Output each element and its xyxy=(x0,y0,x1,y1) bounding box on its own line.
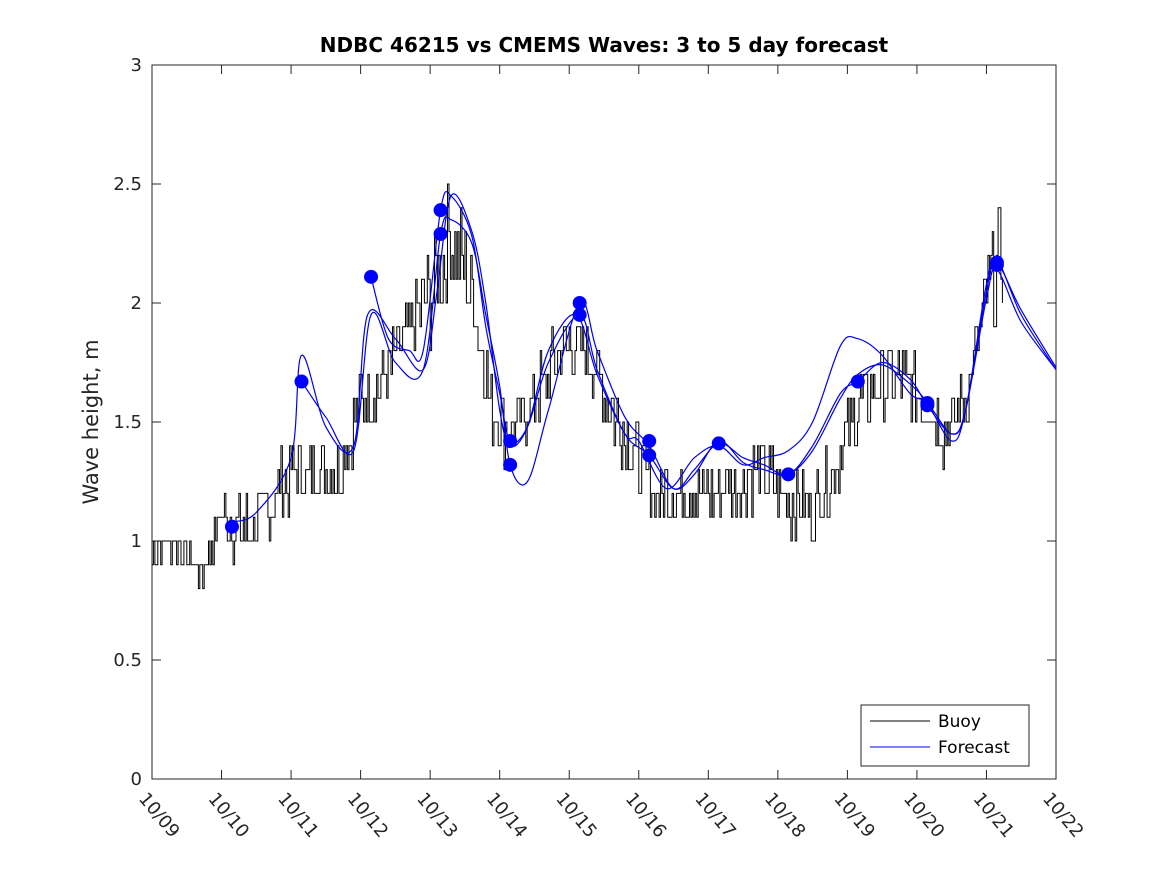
forecast-marker xyxy=(572,307,587,322)
forecast-marker xyxy=(850,374,865,389)
legend: Buoy Forecast xyxy=(860,704,1030,767)
forecast-marker xyxy=(294,374,309,389)
forecast-marker xyxy=(364,269,379,284)
y-axis-label: Wave height, m xyxy=(79,339,103,504)
y-tick-label: 3 xyxy=(131,55,142,76)
forecast-marker xyxy=(503,457,518,472)
y-tick-label: 0 xyxy=(131,769,142,790)
y-tick-labels: 0 0.5 1 1.5 2 2.5 3 xyxy=(113,55,142,790)
forecast-marker xyxy=(433,226,448,241)
buoy-line xyxy=(152,183,1003,590)
forecast-line-3 xyxy=(370,191,1057,490)
plot-area xyxy=(151,64,1057,780)
forecast-marker xyxy=(781,467,796,482)
forecast-line-1 xyxy=(231,193,1057,523)
forecast-marker xyxy=(711,436,726,451)
y-tick-label: 2 xyxy=(131,293,142,314)
forecast-marker xyxy=(920,398,935,413)
y-tick-label: 0.5 xyxy=(113,650,142,671)
chart-title: NDBC 46215 vs CMEMS Waves: 3 to 5 day fo… xyxy=(320,33,889,57)
legend-box xyxy=(860,704,1030,767)
forecast-marker xyxy=(224,519,239,534)
forecast-marker xyxy=(572,296,587,310)
legend-buoy-label: Buoy xyxy=(938,712,981,732)
forecast-marker xyxy=(989,257,1004,272)
y-tick-label: 2.5 xyxy=(113,174,142,195)
y-tick-label: 1 xyxy=(131,531,142,552)
y-tick-label: 1.5 xyxy=(113,412,142,433)
forecast-marker xyxy=(642,434,657,449)
legend-forecast-label: Forecast xyxy=(938,738,1010,758)
forecast-marker xyxy=(642,448,657,463)
forecast-marker xyxy=(433,203,448,218)
forecast-marker xyxy=(503,434,518,449)
